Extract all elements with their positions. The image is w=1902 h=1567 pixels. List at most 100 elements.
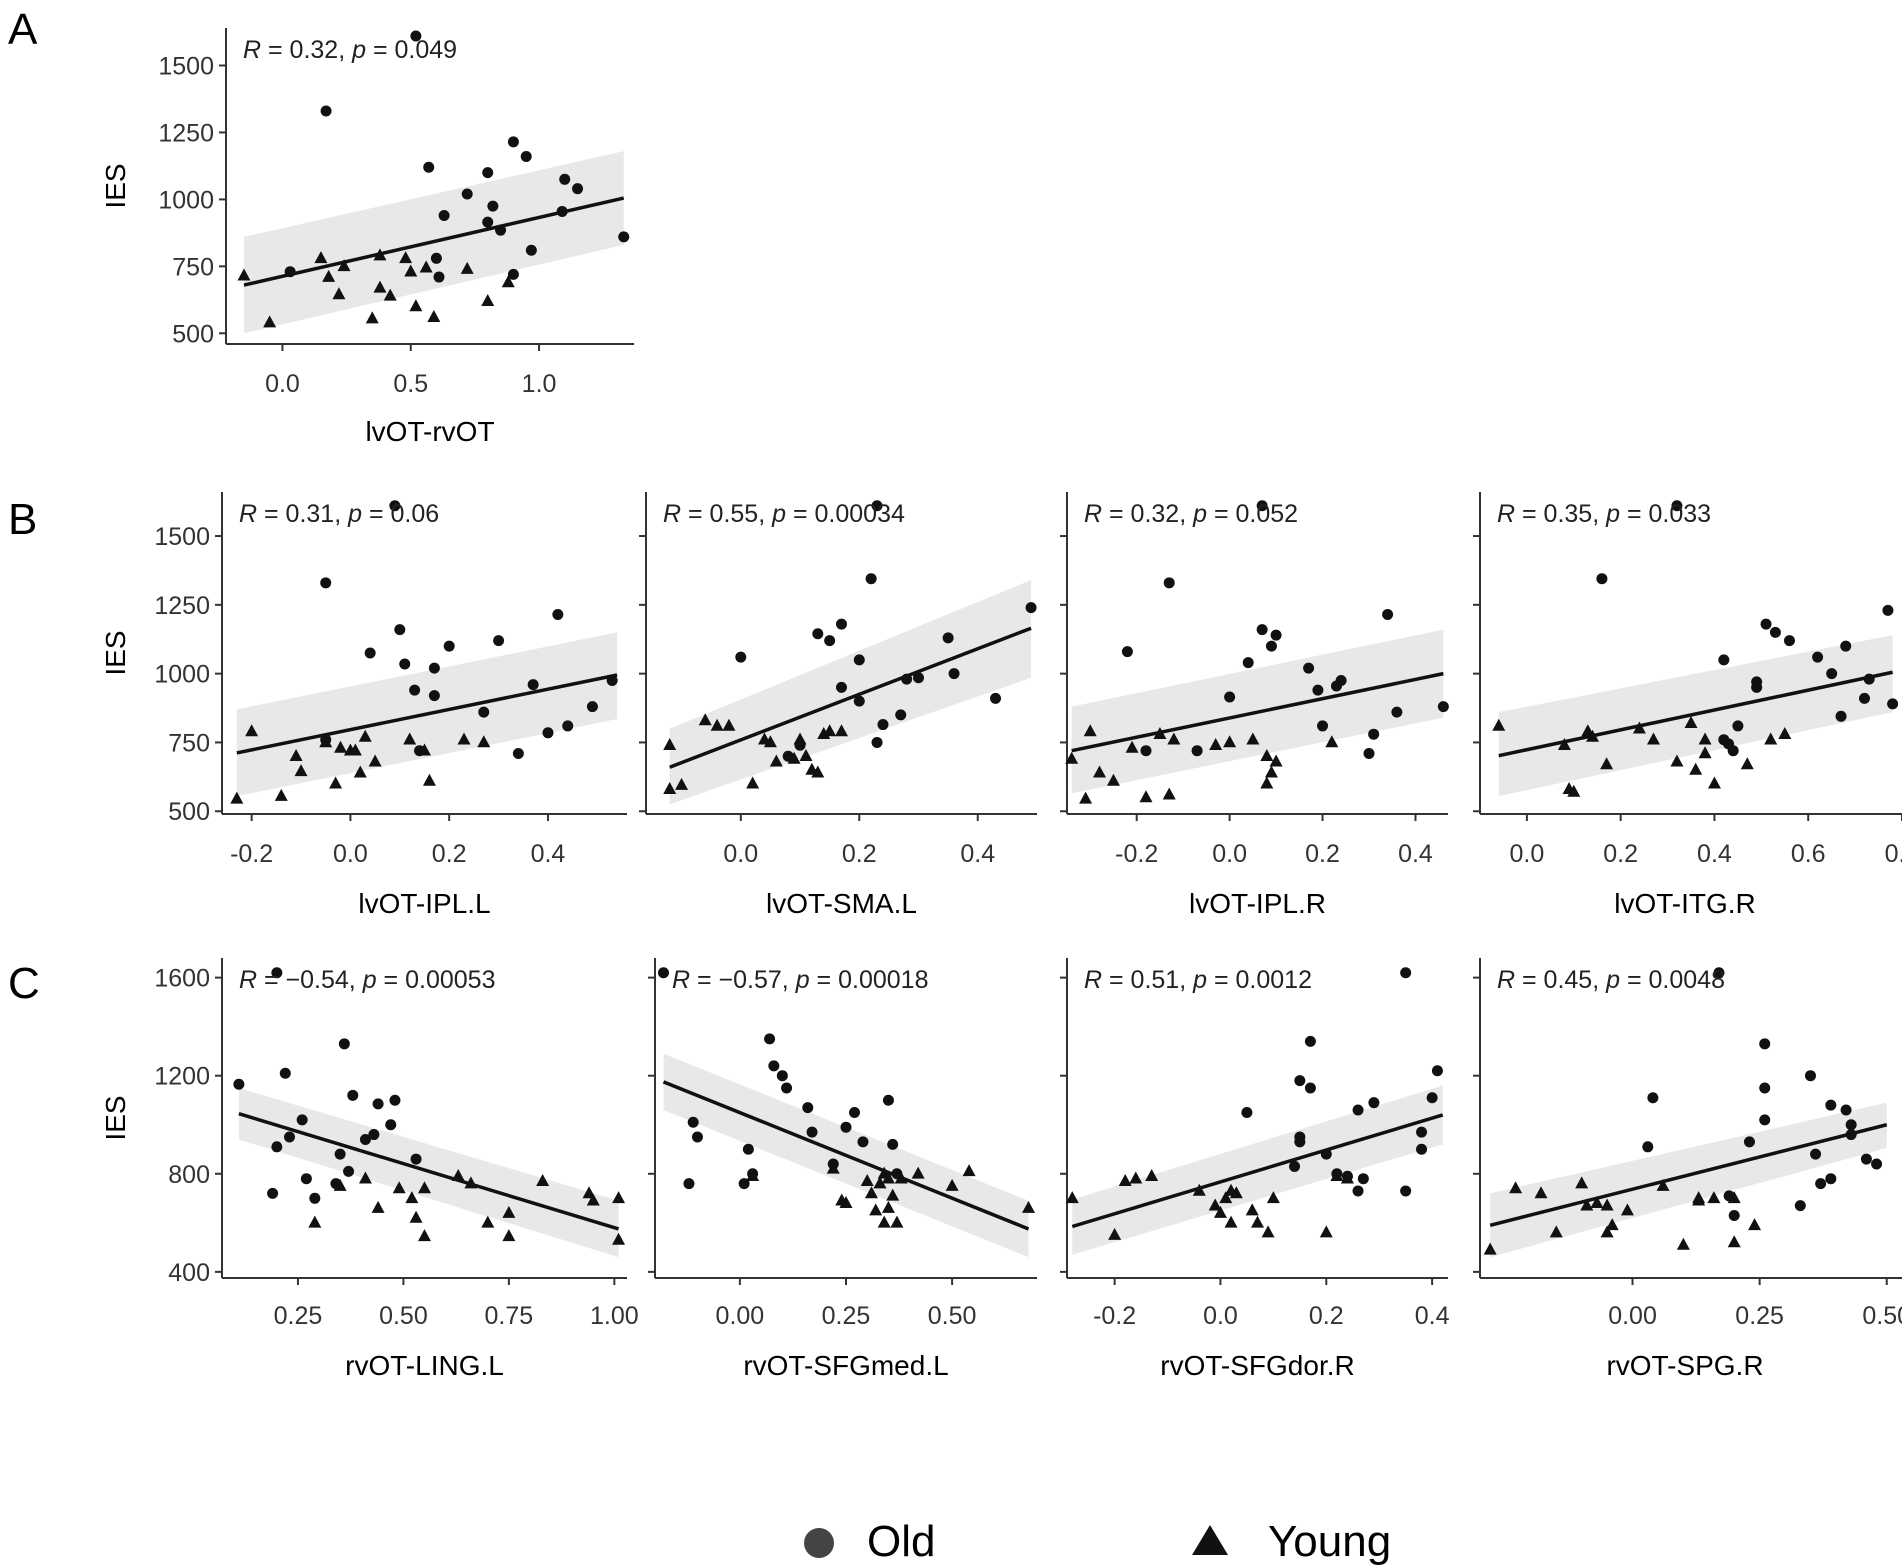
point-young [799, 749, 813, 762]
x-tick-label: 0.00 [716, 1302, 765, 1330]
fit-line [243, 196, 625, 287]
point-young [1083, 724, 1097, 737]
point-old [948, 668, 960, 680]
point-young [1260, 776, 1274, 789]
point-young [319, 735, 333, 748]
point-young [911, 1166, 925, 1179]
point-young [373, 280, 387, 293]
point-old [836, 681, 847, 693]
point-young [811, 765, 825, 778]
point-old [1769, 626, 1781, 638]
plot-7: -0.2 0.0 0.2 0.4 rvOT-SFGdor.R R = 0.51, p = … [1060, 958, 1450, 1381]
stat-annotation: R = 0.55, p = 0.00034 [663, 500, 905, 528]
fit-line [1498, 670, 1893, 758]
point-young [1764, 732, 1778, 745]
x-axis-title: rvOT-SFGdor.R [1160, 1350, 1354, 1381]
y-tick-label: 1000 [158, 186, 214, 214]
point-young [881, 1200, 895, 1213]
x-tick-label: 0.4 [1398, 840, 1433, 868]
point-old [1882, 604, 1894, 616]
x-tick-label: 0.2 [842, 840, 877, 868]
point-young [1600, 1225, 1614, 1238]
point-young [1330, 1169, 1344, 1182]
x-tick-label: 0.2 [1603, 840, 1638, 868]
legend-young-label: Young [1268, 1517, 1391, 1566]
point-old [877, 719, 889, 731]
point-young [353, 765, 367, 778]
fit-line [236, 673, 618, 755]
point-old [806, 1126, 818, 1138]
point-old [1352, 1104, 1364, 1116]
fit-line [1071, 671, 1444, 753]
point-old [1783, 635, 1795, 647]
point-young [332, 287, 346, 300]
point-old [1416, 1143, 1428, 1155]
point-old [320, 577, 332, 589]
point-old [735, 651, 747, 663]
point-old [433, 271, 445, 283]
x-tick-label: 0.4 [531, 840, 566, 868]
point-old [562, 720, 574, 732]
point-old [768, 1060, 780, 1072]
point-young [1567, 784, 1581, 797]
point-young [1605, 1218, 1619, 1231]
point-young [710, 718, 724, 731]
point-old [461, 188, 473, 200]
point-young [457, 732, 471, 745]
x-tick-label: -0.2 [230, 840, 273, 868]
point-old [552, 608, 564, 620]
stat-annotation: R = −0.57, p = 0.00018 [672, 966, 928, 994]
point-old [385, 1119, 397, 1131]
point-old [271, 1141, 283, 1153]
x-tick-label: -0.2 [1093, 1302, 1136, 1330]
fit-line [1489, 1123, 1888, 1227]
point-old [1437, 701, 1449, 713]
point-young [1740, 757, 1754, 770]
point-young [418, 1229, 431, 1242]
point-old [853, 695, 865, 707]
plots: 0.0 0.5 1.0 500 750 1000 1250 1500 lvOT-rvOT IES R… [100, 28, 1902, 1381]
point-old [507, 136, 519, 148]
legend-young-marker [1192, 1525, 1228, 1555]
point-old [542, 727, 554, 739]
point-young [1580, 1198, 1594, 1211]
x-axis-title: lvOT-ITG.R [1614, 888, 1756, 919]
point-young [422, 773, 436, 786]
point-old [389, 1094, 401, 1106]
point-young [881, 1171, 895, 1184]
point-old [853, 654, 865, 666]
point-old [1596, 573, 1608, 585]
point-old [812, 628, 824, 640]
point-old [520, 151, 532, 163]
point-young [245, 724, 259, 737]
fit-line [662, 1080, 1030, 1231]
point-old [1835, 710, 1847, 722]
point-old [990, 692, 1002, 704]
ci-band [1490, 1102, 1887, 1258]
point-young [839, 1196, 853, 1209]
point-old [438, 209, 450, 221]
point-old [1759, 1082, 1771, 1094]
y-axis-title: IES [100, 1095, 131, 1140]
fit-line [669, 626, 1032, 769]
point-young [675, 777, 689, 790]
point-young [1162, 787, 1176, 800]
point-old [1713, 967, 1725, 979]
point-young [237, 268, 251, 281]
point-old [430, 252, 442, 264]
point-young [1600, 757, 1614, 770]
x-tick-label: 0.8 [1885, 840, 1902, 868]
point-young [1108, 1227, 1122, 1240]
point-young [835, 724, 848, 737]
point-old [364, 647, 376, 659]
fit-line [238, 1112, 620, 1231]
point-old [1871, 1158, 1883, 1170]
point-young [1698, 746, 1712, 759]
point-young [1251, 1215, 1264, 1228]
plot-4: 0.0 0.2 0.4 0.6 0.8 lvOT-ITG.R R = 0.35, p = 0… [1473, 492, 1902, 919]
point-young [877, 1215, 891, 1228]
point-old [865, 573, 877, 585]
point-old [1840, 1104, 1852, 1116]
x-tick-label: 0.4 [1697, 840, 1732, 868]
point-young [460, 261, 474, 274]
